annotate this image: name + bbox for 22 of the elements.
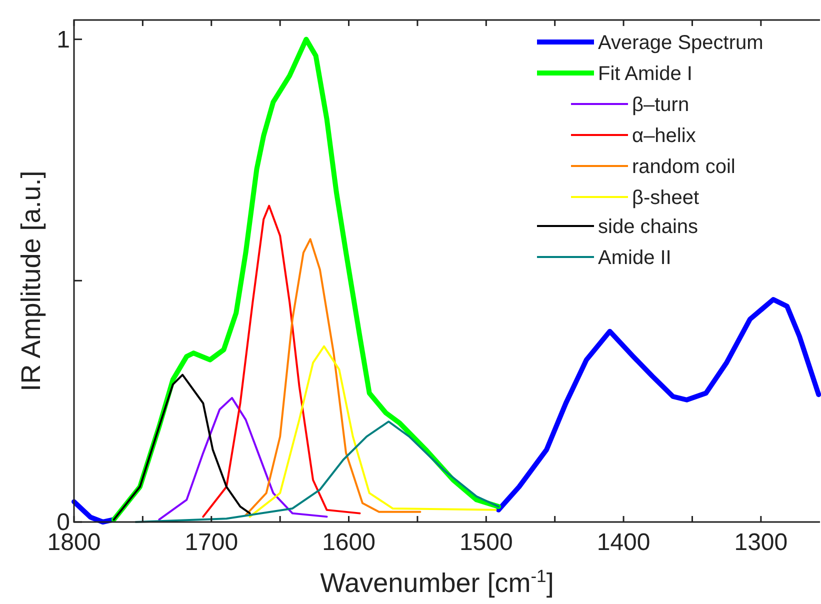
x-tick-label: 1400 [596, 529, 650, 556]
legend-label: β–turn [632, 94, 690, 116]
y-axis-title: IR Amplitude [a.u.] [16, 170, 46, 392]
legend-label: α–helix [632, 125, 696, 147]
x-axis-title: Wavenumber [cm$^{-1}$] [320, 566, 554, 598]
y-tick-label: 1 [56, 26, 70, 54]
line-series [112, 374, 251, 521]
line-series [158, 396, 328, 521]
legend-label: Amide II [598, 247, 672, 269]
x-tick-label: 1300 [734, 529, 788, 556]
legend-label: Fit Amide I [598, 63, 692, 85]
x-tick-label: 1700 [184, 529, 238, 556]
line-series [248, 345, 497, 518]
x-tick-label: 1600 [322, 529, 376, 556]
line-series [244, 238, 422, 516]
legend-label: β-sheet [632, 187, 700, 209]
x-tick-label: 1500 [459, 529, 513, 556]
line-series [134, 420, 500, 523]
legend-label: random coil [632, 156, 736, 178]
legend-label: side chains [598, 216, 698, 238]
line-series [202, 204, 361, 518]
legend-label: Average Spectrum [598, 32, 764, 54]
